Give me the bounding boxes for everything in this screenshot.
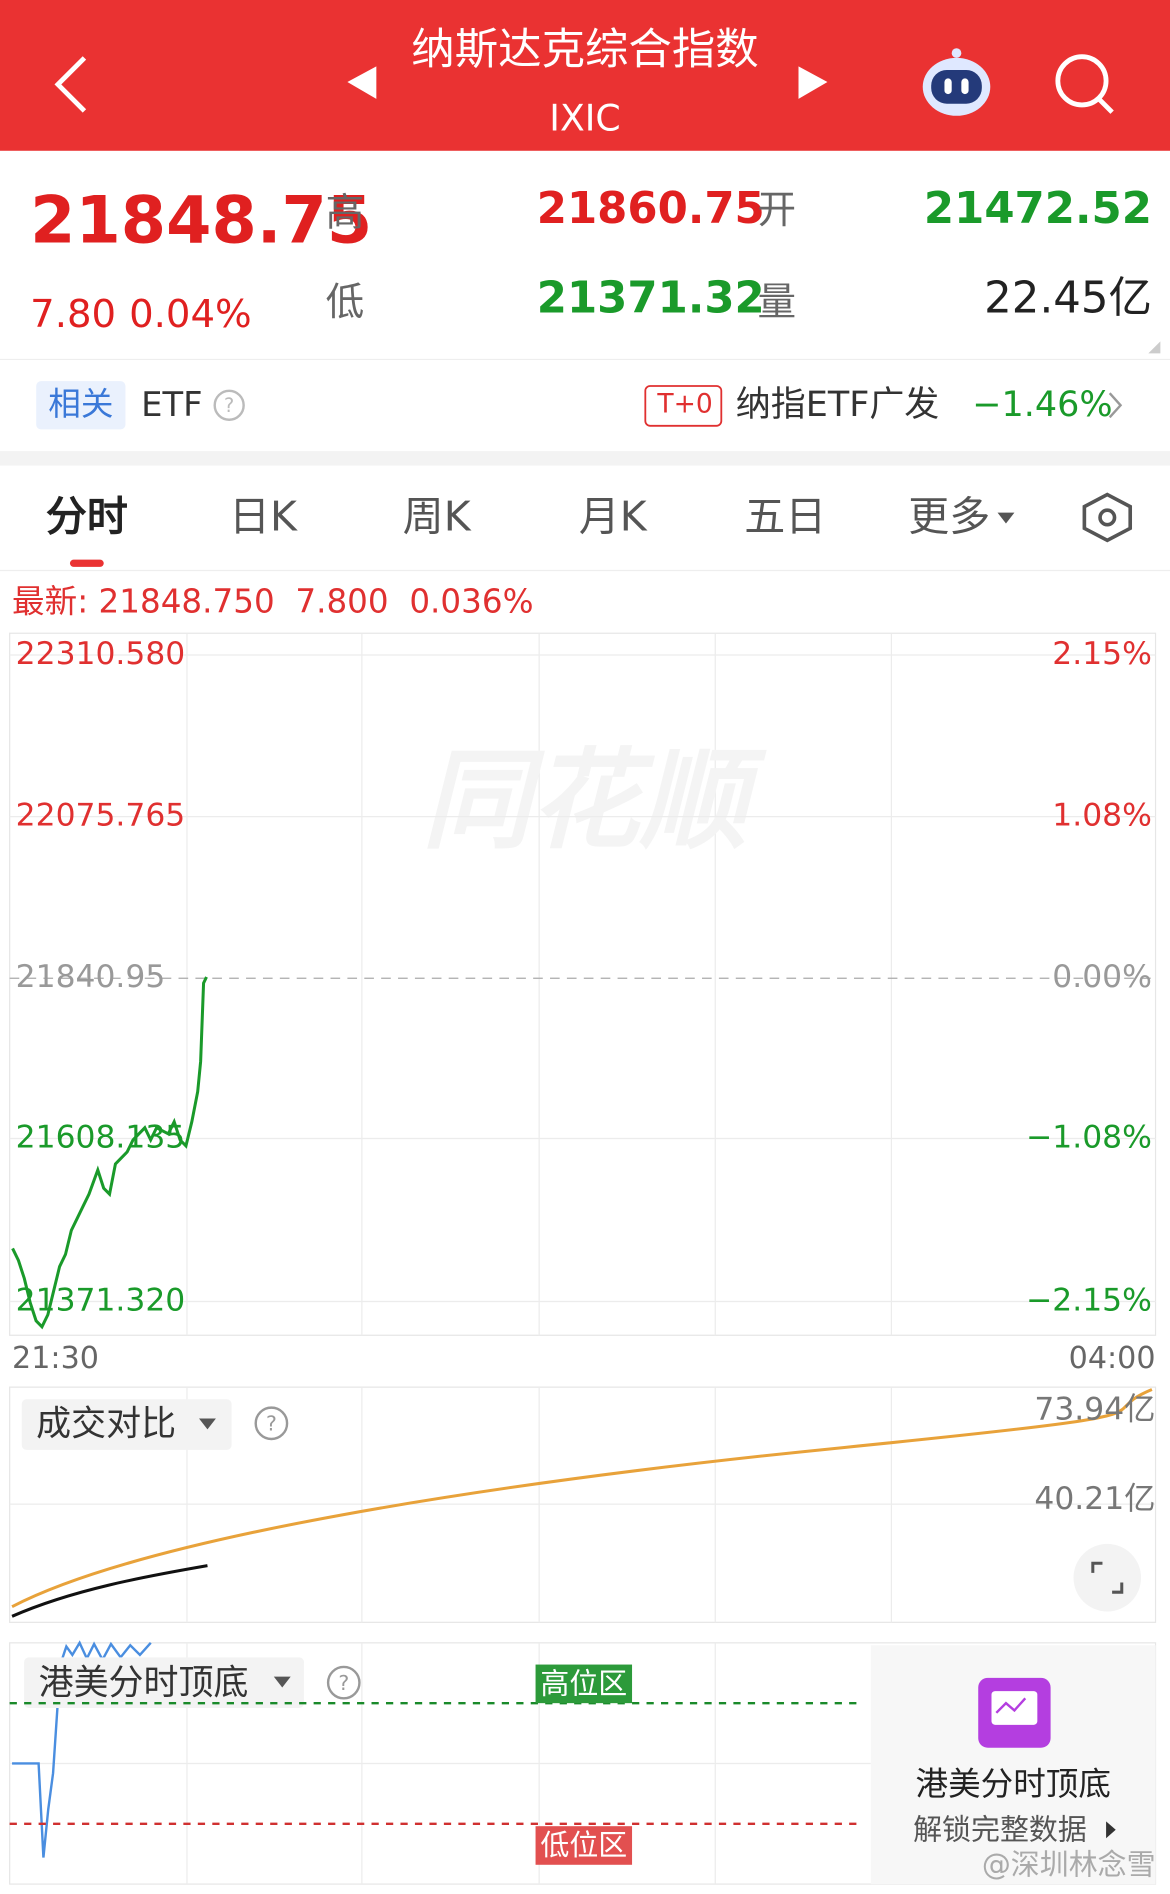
low-zone-bg bbox=[535, 1826, 633, 1865]
title: 纳斯达克综合指数 bbox=[411, 25, 759, 75]
etf-tag: 相关 bbox=[48, 385, 114, 424]
corner bbox=[1148, 341, 1161, 354]
etf-change: −1.46% bbox=[972, 383, 1113, 425]
y-right-label: −1.08% bbox=[1026, 1119, 1152, 1155]
label: 开 bbox=[757, 186, 797, 233]
price-plot: 22310.580 2.15% 21840.95 0.00% 22075.765 1.08… bbox=[9, 636, 1156, 1330]
etf-label: ETF bbox=[141, 384, 203, 425]
change: 7.80 bbox=[30, 290, 117, 337]
volume-top: 73.94亿 bbox=[1034, 1391, 1156, 1429]
volume-title[interactable]: 成交对比 bbox=[36, 1402, 177, 1444]
more-arrow[interactable] bbox=[997, 512, 1015, 524]
promo-title: 港美分时顶底 bbox=[915, 1765, 1111, 1804]
tab[interactable]: 五日 bbox=[744, 493, 827, 542]
indicator-title[interactable]: 港美分时顶底 bbox=[38, 1662, 249, 1704]
chart-frame bbox=[9, 632, 1157, 1336]
volume-curve bbox=[11, 1388, 1153, 1608]
help-mark: ? bbox=[266, 1412, 277, 1436]
help-icon[interactable] bbox=[254, 1406, 289, 1441]
volume: 22.45亿 bbox=[984, 273, 1152, 324]
y-right-label: 0.00% bbox=[1052, 959, 1152, 995]
high-zone: 高位区 bbox=[540, 1666, 628, 1701]
indicator-selector[interactable] bbox=[24, 1657, 304, 1708]
y-tick-label: 21840.95 bbox=[16, 959, 166, 995]
label: 量 bbox=[757, 278, 797, 325]
promo-arrow bbox=[1106, 1821, 1116, 1839]
y-tick-label: 22310.580 bbox=[16, 636, 186, 672]
settings-dot bbox=[1098, 508, 1117, 527]
tab[interactable]: 月K bbox=[578, 493, 647, 542]
back-button[interactable] bbox=[54, 56, 87, 113]
y-right-label: 1.08% bbox=[1052, 798, 1152, 834]
latest-change: 7.800 bbox=[295, 583, 389, 622]
tab[interactable]: 日K bbox=[228, 493, 297, 542]
volume-selector[interactable] bbox=[21, 1399, 232, 1450]
high-zone-bg bbox=[535, 1664, 633, 1704]
settings-icon[interactable] bbox=[1082, 492, 1133, 543]
watermark-logo: 同花顺 bbox=[422, 737, 767, 864]
y-tick-label: 21608.135 bbox=[16, 1119, 186, 1155]
volume-mid: 40.21亿 bbox=[1034, 1481, 1156, 1518]
watermark: @深圳林念雪 bbox=[981, 1847, 1156, 1882]
help-icon[interactable] bbox=[326, 1665, 361, 1700]
price: 21848.75 bbox=[30, 182, 373, 259]
v-grid bbox=[9, 1387, 1156, 1623]
tab[interactable]: 分时 bbox=[45, 493, 128, 542]
tag-bg bbox=[36, 381, 126, 430]
volume-curve-prev bbox=[11, 1564, 208, 1618]
latest-label: 最新: bbox=[12, 583, 89, 622]
prev-index[interactable] bbox=[347, 66, 377, 99]
promo-icon-screen bbox=[991, 1691, 1038, 1725]
x-end: 04:00 bbox=[1068, 1340, 1156, 1376]
promo-icon-line bbox=[995, 1697, 1027, 1714]
low-zone: 低位区 bbox=[540, 1828, 628, 1863]
latest-line: 最新: 21848.750 7.800 0.036% bbox=[12, 586, 533, 619]
latest-pct: 0.036% bbox=[409, 583, 534, 622]
y-tick-label: 22075.765 bbox=[16, 798, 186, 834]
etf-name[interactable]: 纳指ETF广发 bbox=[735, 383, 940, 425]
t0-label: T+0 bbox=[657, 389, 713, 420]
help-mark: ? bbox=[338, 1671, 349, 1695]
robot-icon[interactable] bbox=[922, 48, 991, 116]
dropdown-arrow bbox=[273, 1676, 291, 1688]
help-icon[interactable] bbox=[213, 389, 245, 421]
open: 21472.52 bbox=[923, 184, 1152, 235]
expand-button[interactable] bbox=[1073, 1543, 1142, 1612]
dropdown-arrow bbox=[199, 1418, 216, 1430]
next-index[interactable] bbox=[798, 66, 828, 99]
tab[interactable]: 周K bbox=[402, 493, 471, 542]
etf-arrow[interactable] bbox=[1108, 392, 1123, 419]
code: IXIC bbox=[549, 97, 621, 140]
tab-indicator bbox=[69, 559, 104, 567]
y-right-label: −2.15% bbox=[1026, 1282, 1152, 1318]
indicator-line bbox=[12, 1640, 152, 1858]
high: 21860.75 bbox=[536, 184, 765, 235]
price-line bbox=[11, 976, 208, 1330]
change-pct: 0.04% bbox=[129, 290, 252, 337]
v-grid bbox=[186, 633, 892, 1336]
latest-price: 21848.750 bbox=[98, 583, 275, 622]
band bbox=[0, 451, 1170, 466]
promo-action[interactable]: 解锁完整数据 bbox=[913, 1812, 1087, 1847]
low: 21371.32 bbox=[536, 273, 765, 324]
search-icon[interactable] bbox=[1055, 54, 1114, 114]
label: 高 bbox=[325, 189, 365, 236]
tab[interactable]: 更多 bbox=[908, 493, 991, 542]
y-right-label: 2.15% bbox=[1052, 636, 1152, 672]
y-tick-label: 21371.320 bbox=[16, 1282, 186, 1318]
x-start: 21:30 bbox=[12, 1340, 99, 1376]
t0-box bbox=[644, 385, 723, 427]
expand-icon bbox=[1091, 1561, 1124, 1594]
label: 低 bbox=[325, 278, 365, 325]
help-mark: ? bbox=[224, 394, 234, 417]
